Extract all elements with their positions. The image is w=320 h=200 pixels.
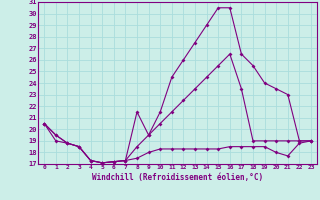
X-axis label: Windchill (Refroidissement éolien,°C): Windchill (Refroidissement éolien,°C) — [92, 173, 263, 182]
